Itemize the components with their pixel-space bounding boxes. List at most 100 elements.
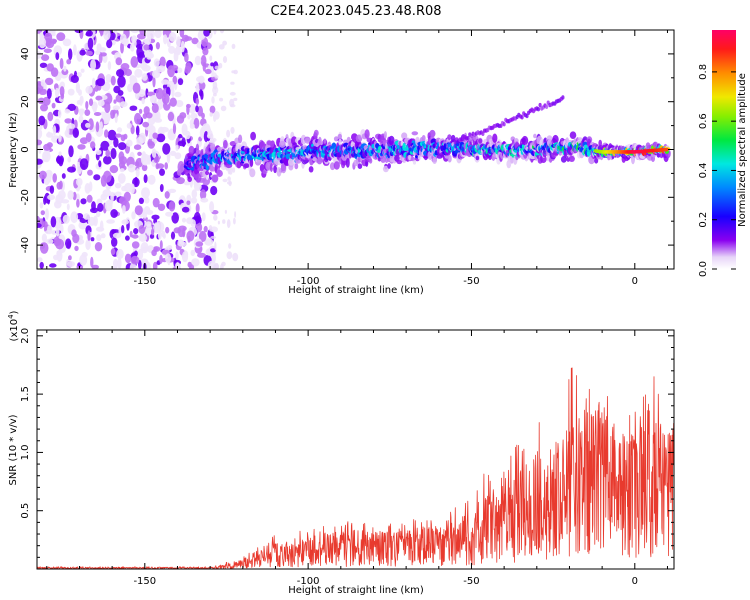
noise-speckle (85, 85, 93, 94)
noise-speckle (186, 200, 191, 206)
noise-speckle (103, 155, 112, 165)
noise-speckle (85, 239, 91, 251)
noise-speckle (141, 97, 145, 105)
noise-speckle (56, 249, 63, 262)
noise-speckle (157, 230, 162, 240)
ridge-halo (432, 157, 437, 165)
noise-speckle (37, 158, 43, 165)
noise-speckle (159, 56, 166, 68)
noise-speckle (141, 187, 150, 199)
noise-speckle (52, 173, 57, 183)
noise-speckle (195, 203, 200, 214)
noise-speckle (124, 253, 132, 264)
spectrogram-ytick-label: 0 (20, 146, 31, 152)
noise-speckle (95, 149, 102, 155)
noise-speckle (118, 156, 128, 165)
noise-speckle (59, 58, 64, 70)
noise-speckle (152, 132, 158, 139)
noise-speckle (86, 194, 93, 203)
noise-speckle (142, 121, 150, 128)
noise-speckle (67, 103, 76, 111)
ridge-halo (382, 165, 389, 173)
snr-ytick-label: 0.5 (20, 503, 31, 519)
noise-speckle (43, 48, 52, 54)
noise-speckle (168, 201, 176, 212)
noise-speckle (117, 257, 122, 269)
noise-speckle (105, 73, 112, 83)
noise-speckle (232, 167, 236, 173)
noise-speckle (186, 230, 195, 242)
noise-speckle (68, 255, 72, 261)
spectrogram-xtick-label: -50 (463, 276, 479, 287)
noise-speckle (233, 97, 238, 101)
noise-speckle (227, 176, 231, 181)
noise-speckle (77, 144, 86, 150)
noise-speckle (59, 86, 65, 97)
noise-speckle (214, 65, 220, 70)
snr-frame (36, 329, 675, 570)
ridge-halo (475, 155, 480, 161)
ridge-halo (506, 159, 512, 169)
noise-speckle (203, 131, 209, 143)
noise-speckle (195, 97, 200, 105)
noise-speckle (156, 133, 166, 143)
noise-speckle (129, 183, 135, 195)
noise-speckle (55, 227, 60, 237)
noise-speckle (139, 258, 149, 267)
noise-speckle (100, 140, 110, 151)
noise-speckle (121, 185, 127, 192)
noise-speckle (190, 112, 198, 120)
ridge-halo (318, 136, 322, 147)
noise-speckle (91, 77, 96, 89)
noise-speckle (85, 50, 93, 56)
noise-speckle (222, 56, 228, 63)
noise-speckle (134, 161, 140, 167)
noise-speckle (100, 52, 107, 57)
noise-speckle (76, 161, 80, 167)
noise-speckle (61, 173, 66, 179)
noise-speckle (41, 233, 48, 243)
ridge-halo (383, 131, 387, 139)
spectrogram-axes: -150 -100 -50 0 -40 -20 0 20 40 (20, 30, 674, 287)
noise-speckle (219, 97, 224, 102)
noise-speckle (209, 105, 216, 114)
noise-speckle (129, 105, 138, 111)
spectrogram-ytick-label: -20 (20, 189, 31, 205)
snr-xtick-label: -50 (463, 576, 479, 587)
noise-speckle (92, 103, 97, 113)
noise-speckle (37, 139, 43, 146)
noise-speckle (213, 263, 220, 269)
ridge-halo (380, 155, 387, 163)
noise-speckle (72, 233, 80, 244)
noise-speckle (97, 202, 104, 212)
noise-speckle (218, 44, 225, 50)
noise-speckle (211, 96, 215, 104)
ridge-halo (401, 132, 408, 140)
noise-speckle (121, 219, 129, 225)
noise-speckle (159, 184, 164, 192)
noise-speckle (177, 239, 185, 247)
noise-speckle (46, 88, 52, 99)
ridge-halo (205, 170, 210, 176)
noise-speckle (210, 248, 216, 253)
noise-speckle (99, 121, 103, 130)
ridge-halo (569, 131, 577, 139)
noise-speckle (135, 125, 140, 136)
noise-speckle (167, 245, 173, 250)
noise-speckle (133, 228, 139, 235)
ridge-halo (188, 145, 195, 155)
noise-speckle (55, 52, 60, 61)
noise-speckle (226, 129, 231, 138)
noise-speckle (39, 62, 48, 68)
noise-speckle (210, 235, 217, 239)
noise-speckle (134, 176, 138, 186)
noise-speckle (40, 79, 46, 87)
noise-speckle (104, 101, 111, 113)
ridge-halo (333, 161, 340, 170)
ridge-halo (447, 154, 452, 163)
noise-speckle (88, 181, 93, 192)
noise-speckle (171, 86, 175, 98)
noise-speckle (230, 126, 235, 134)
noise-speckle (97, 99, 105, 107)
noise-speckle (118, 196, 127, 205)
